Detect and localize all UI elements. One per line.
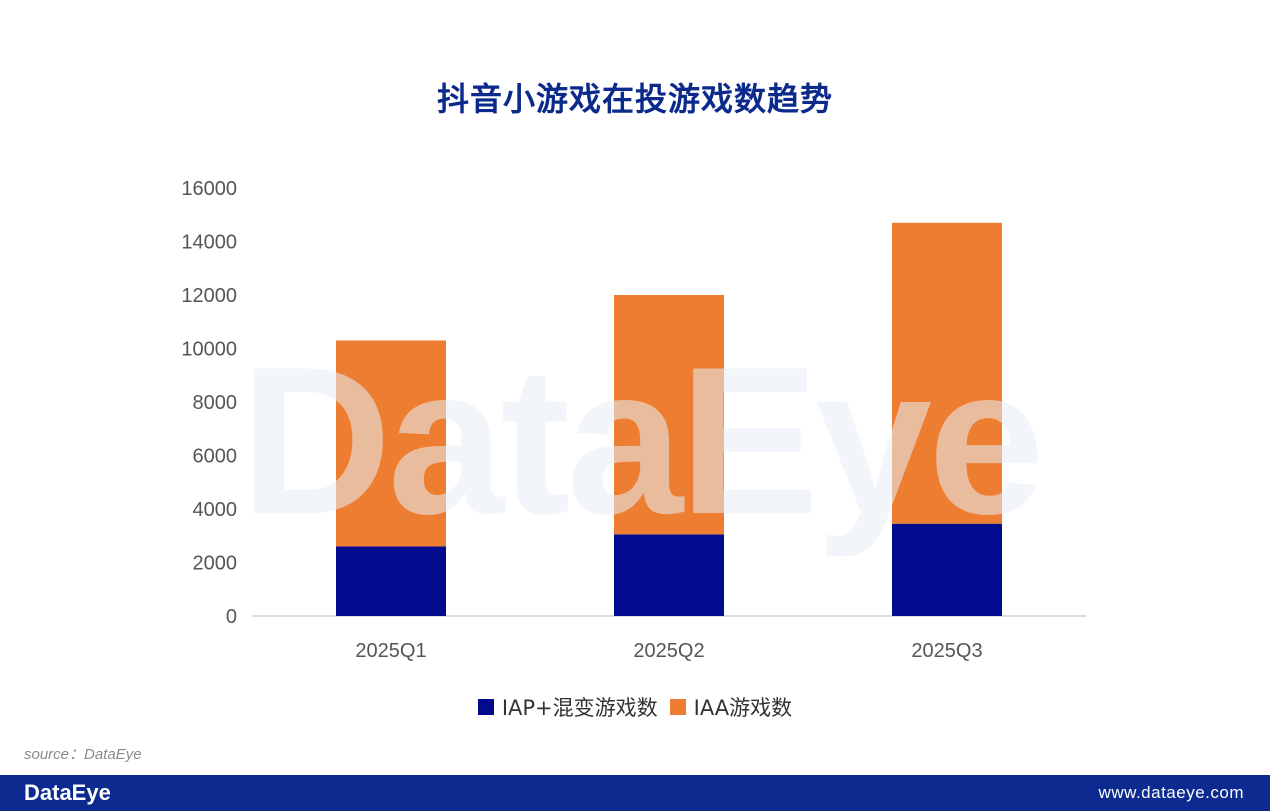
bar-iaa-2025Q1 xyxy=(336,340,446,547)
y-tick-label: 0 xyxy=(226,606,237,628)
legend: IAP+混变游戏数 IAA游戏数 xyxy=(0,692,1270,722)
y-tick-label: 14000 xyxy=(181,232,237,254)
bar-iap-2025Q2 xyxy=(614,534,724,616)
legend-item-iaa: IAA游戏数 xyxy=(669,692,793,722)
y-tick-label: 4000 xyxy=(193,499,238,521)
bars xyxy=(336,222,1002,616)
bar-iaa-2025Q3 xyxy=(892,222,1002,524)
y-tick-label: 6000 xyxy=(193,446,238,468)
bar-iap-2025Q1 xyxy=(336,546,446,616)
bar-iaa-2025Q2 xyxy=(614,295,724,535)
y-tick-label: 16000 xyxy=(181,178,237,200)
footer-bar: DataEye www.dataeye.com xyxy=(0,775,1270,811)
bar-iap-2025Q3 xyxy=(892,523,1002,616)
legend-item-iap: IAP+混变游戏数 xyxy=(477,692,658,722)
legend-swatch-iaa xyxy=(669,699,686,715)
chart-title: 抖音小游戏在投游戏数趋势 xyxy=(436,80,833,118)
legend-label-iap: IAP+混变游戏数 xyxy=(501,696,658,720)
y-tick-label: 12000 xyxy=(181,285,237,307)
y-axis-ticks: 0 2000 4000 6000 8000 10000 12000 14000 16000 xyxy=(181,178,237,628)
legend-swatch-iap xyxy=(477,699,494,715)
y-tick-label: 10000 xyxy=(181,339,237,361)
y-tick-label: 8000 xyxy=(193,392,238,414)
x-tick-label: 2025Q1 xyxy=(355,640,426,662)
x-axis-labels: 2025Q1 2025Q2 2025Q3 xyxy=(355,640,982,662)
legend-label-iaa: IAA游戏数 xyxy=(693,696,793,720)
footer-url[interactable]: www.dataeye.com xyxy=(1098,783,1244,802)
footer-logo: DataEye xyxy=(24,780,111,805)
x-tick-label: 2025Q2 xyxy=(633,640,704,662)
source-note: source：DataEye xyxy=(24,746,142,763)
x-tick-label: 2025Q3 xyxy=(911,640,982,662)
y-tick-label: 2000 xyxy=(193,553,238,575)
